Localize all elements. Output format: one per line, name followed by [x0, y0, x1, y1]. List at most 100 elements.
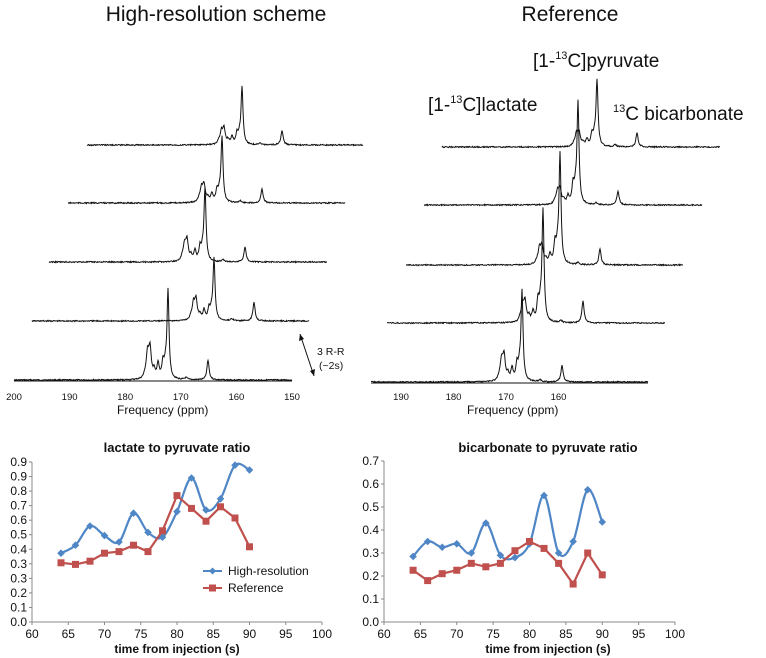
- spectrum-trace: [405, 151, 683, 267]
- ppm-tick-label: 170: [173, 392, 189, 403]
- y-tick-label: 0.1: [10, 600, 27, 614]
- ppm-tick-label: 190: [393, 392, 409, 403]
- y-tick-label: 0.7: [10, 499, 27, 513]
- x-tick-label: 100: [665, 627, 685, 641]
- spectrum-trace: [423, 99, 703, 207]
- y-tick-label: 0.4: [362, 523, 379, 537]
- x-tick-label: 60: [377, 627, 391, 641]
- y-tick-label: 0.7: [362, 454, 379, 468]
- arrow-head-top: [299, 334, 304, 341]
- data-point-high-resolution: [554, 549, 563, 557]
- data-point-high-resolution: [71, 541, 80, 549]
- x-tick-label: 65: [62, 627, 76, 641]
- data-point-reference: [202, 517, 210, 525]
- data-point-reference: [511, 547, 519, 555]
- ppm-tick-label: 200: [6, 392, 22, 403]
- data-point-high-resolution: [482, 519, 490, 527]
- data-point-high-resolution: [496, 551, 505, 560]
- data-point-reference: [555, 559, 563, 567]
- data-point-reference: [231, 514, 239, 522]
- heading-reference: Reference: [522, 3, 619, 26]
- x-tick-label: 65: [414, 627, 428, 641]
- data-point-high-resolution: [129, 509, 138, 517]
- x-tick-label: 90: [596, 627, 610, 641]
- y-tick-label: 0.8: [10, 484, 27, 498]
- data-point-reference: [115, 548, 123, 556]
- data-point-reference: [409, 566, 417, 574]
- chart-title: lactate to pyruvate ratio: [104, 440, 251, 455]
- data-point-high-resolution: [86, 522, 94, 530]
- x-tick-label: 95: [632, 627, 646, 641]
- data-point-reference: [173, 492, 181, 500]
- spectrum-trace: [48, 186, 328, 264]
- label-pyruvate: [1-13C]pyruvate: [533, 50, 659, 72]
- data-point-high-resolution: [438, 543, 446, 552]
- spectrum-trace: [386, 207, 665, 325]
- data-point-reference: [188, 504, 195, 512]
- data-point-reference: [598, 571, 606, 579]
- data-point-reference: [217, 503, 224, 511]
- data-point-high-resolution: [187, 474, 196, 482]
- data-point-high-resolution: [202, 506, 210, 514]
- legend-label-reference: Reference: [228, 581, 284, 595]
- y-tick-label: 0.5: [362, 500, 379, 514]
- y-tick-label: 0.5: [10, 528, 27, 542]
- frequency-label-left: Frequency (ppm): [117, 403, 208, 417]
- y-tick-label: 0.6: [10, 513, 27, 527]
- x-tick-label: 85: [559, 627, 573, 641]
- data-point-reference: [159, 527, 166, 535]
- y-tick-label: 0.0: [362, 615, 379, 629]
- data-point-reference: [526, 538, 533, 545]
- spectrum-trace: [31, 256, 310, 323]
- data-point-reference: [57, 559, 65, 567]
- y-tick-label: 0.2: [10, 586, 27, 600]
- heading-high-resolution: High-resolution scheme: [106, 3, 327, 26]
- legend-marker-square: [209, 584, 216, 592]
- data-point-high-resolution: [173, 507, 181, 516]
- spectrum-trace: [13, 287, 293, 382]
- y-tick-label: 0.3: [362, 546, 379, 560]
- annotation-seconds: (~2s): [319, 360, 343, 372]
- spectrum-trace: [67, 135, 346, 205]
- legend-label-high-resolution: High-resolution: [228, 564, 309, 578]
- chart-bicarbonate-pyruvate: bicarbonate to pyruvate ratio time from …: [362, 440, 685, 656]
- data-point-reference: [424, 577, 432, 585]
- data-point-reference: [540, 544, 548, 552]
- ppm-tick-label: 190: [62, 392, 78, 403]
- time-step-arrow: [299, 333, 315, 377]
- data-point-high-resolution: [452, 540, 461, 548]
- x-tick-label: 60: [25, 627, 39, 641]
- data-point-high-resolution: [409, 552, 417, 561]
- data-point-high-resolution: [57, 549, 65, 557]
- data-point-high-resolution: [540, 491, 548, 500]
- data-point-high-resolution: [100, 531, 109, 540]
- data-point-high-resolution: [598, 518, 607, 526]
- data-point-high-resolution: [583, 485, 592, 494]
- legend: High-resolution Reference: [203, 564, 309, 595]
- y-tick-label: 0.2: [362, 569, 379, 583]
- spectrum-trace: [370, 288, 649, 384]
- x-tick-label: 85: [207, 627, 221, 641]
- x-tick-label: 75: [486, 627, 500, 641]
- data-point-high-resolution: [115, 538, 123, 546]
- chart-lactate-pyruvate: lactate to pyruvate ratio time from inje…: [10, 440, 332, 656]
- y-tick-label: 0.3: [10, 557, 27, 571]
- data-point-high-resolution: [511, 553, 519, 562]
- data-point-high-resolution: [467, 549, 476, 557]
- ppm-tick-label: 180: [117, 392, 133, 403]
- x-axis-label: time from injection (s): [485, 642, 610, 656]
- chart-title: bicarbonate to pyruvate ratio: [458, 440, 637, 455]
- spectra-high-resolution: [13, 85, 364, 382]
- y-tick-label: 0.1: [362, 592, 379, 606]
- legend-marker-diamond: [209, 567, 216, 575]
- ppm-ticks-left: 200 190 180 170 160 150: [6, 392, 300, 403]
- data-point-high-resolution: [144, 528, 152, 537]
- y-tick-label: 0.3: [10, 571, 27, 585]
- arrow-head-bottom: [310, 369, 315, 376]
- x-tick-label: 70: [450, 627, 464, 641]
- ppm-tick-label: 180: [446, 392, 462, 403]
- x-tick-label: 100: [312, 627, 332, 641]
- data-point-reference: [467, 559, 475, 567]
- y-tick-label: 0.9: [10, 455, 27, 469]
